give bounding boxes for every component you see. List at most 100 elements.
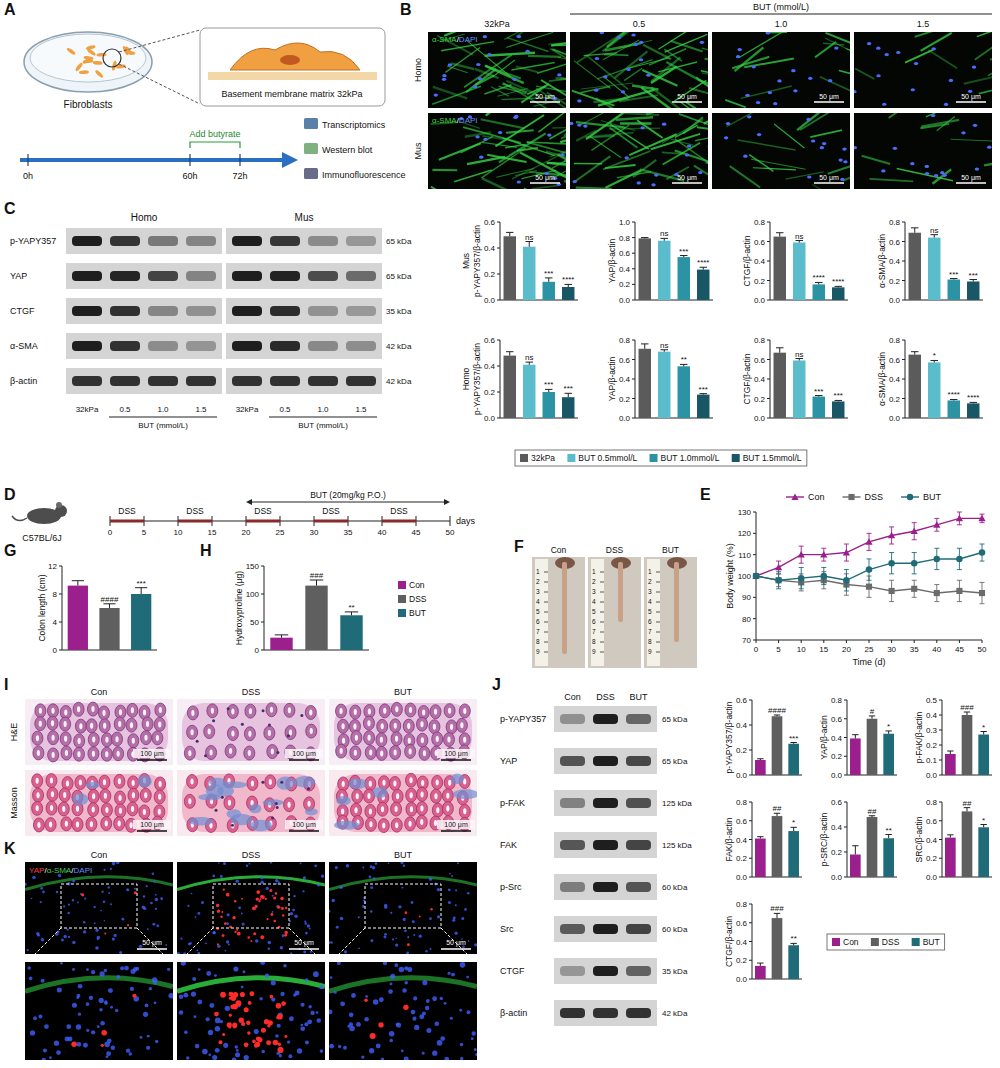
crypt-lumen xyxy=(51,791,54,797)
error-bar xyxy=(889,580,894,601)
band xyxy=(186,306,216,316)
nucleus xyxy=(238,906,241,909)
nucleus xyxy=(96,929,99,932)
significance: ### xyxy=(770,904,784,913)
crypt xyxy=(364,731,375,745)
scale-label: 50 μm xyxy=(819,174,839,182)
nucleus xyxy=(100,1021,105,1026)
infiltrate xyxy=(262,709,265,712)
y-tick-label: 0.2 xyxy=(619,280,631,289)
fiber xyxy=(610,127,660,129)
bar-chart: 0.00.20.40.60.8###**CTGF/β-actin xyxy=(724,900,802,984)
scale-label: 50 μm xyxy=(961,174,981,182)
group-label: Homo xyxy=(131,212,158,223)
y-tick-label: 0.4 xyxy=(754,257,766,266)
y-tick-label: 0.4 xyxy=(831,823,843,832)
yap-signal xyxy=(273,896,276,899)
row-label: H&E xyxy=(9,723,19,742)
y-tick xyxy=(939,715,942,716)
nucleus xyxy=(808,77,812,80)
nucleus xyxy=(275,879,278,882)
bars xyxy=(774,233,845,300)
row-label: Masson xyxy=(9,787,19,819)
crypt xyxy=(376,746,387,760)
collagen xyxy=(250,820,272,831)
histology xyxy=(329,770,477,836)
y-tick xyxy=(749,839,752,840)
legend-label: Con xyxy=(843,937,859,947)
infiltrate xyxy=(227,707,230,710)
marker xyxy=(821,573,827,579)
y-tick xyxy=(939,877,942,878)
significance: ## xyxy=(773,804,782,813)
band xyxy=(560,882,585,892)
error-bar xyxy=(957,580,962,601)
blot-row-label: FAK xyxy=(500,840,517,850)
crypt-lumen xyxy=(208,729,211,735)
bar xyxy=(504,236,516,300)
y-tick-label: 0.2 xyxy=(736,746,748,755)
ruler-label: 7 xyxy=(536,628,540,635)
bar-chart: 050100150###**Hydroxyproline (μg) xyxy=(234,562,369,655)
band xyxy=(626,798,651,808)
blot-membrane xyxy=(66,333,222,359)
time-label: 60h xyxy=(182,171,197,181)
error-bar xyxy=(964,712,970,715)
crypt xyxy=(444,704,455,718)
column-label: Con xyxy=(91,687,108,697)
nucleus xyxy=(280,946,283,949)
bar xyxy=(340,615,362,650)
marker xyxy=(934,556,940,562)
significance: # xyxy=(870,707,875,716)
bar xyxy=(305,586,327,650)
crypt-lumen xyxy=(143,809,146,815)
bar xyxy=(850,738,861,775)
ruler-label: 5 xyxy=(648,608,652,615)
blot-membrane xyxy=(554,706,657,732)
crypt-lumen xyxy=(117,751,120,757)
x-tick xyxy=(778,640,779,643)
nucleus xyxy=(747,115,751,118)
band xyxy=(308,236,338,246)
label-patch xyxy=(285,820,323,829)
y-tick-label: 0.6 xyxy=(754,356,766,365)
cell xyxy=(75,62,84,72)
bar-chart: 0.00.20.40.60.8*********α-SMA/β-actin xyxy=(877,336,983,423)
blot-size-label: 65 kDa xyxy=(386,237,412,246)
blot-size-label: 65 kDa xyxy=(386,272,412,281)
assay-label: Immunofluorescence xyxy=(322,170,406,180)
treatment-label: Add butyrate xyxy=(189,129,240,139)
bars xyxy=(909,228,980,300)
nucleus xyxy=(270,862,273,864)
panel-letter: A xyxy=(4,1,16,18)
nucleus xyxy=(106,1055,109,1058)
y-tick xyxy=(497,392,500,393)
crypt xyxy=(244,746,255,760)
fiber xyxy=(725,100,746,107)
nucleus xyxy=(155,898,159,902)
group-line xyxy=(570,14,992,15)
crypt-lumen xyxy=(383,708,386,714)
lane-group-line xyxy=(269,417,377,418)
y-tick xyxy=(632,398,635,399)
y-tick-label: 0.6 xyxy=(484,218,496,227)
nucleus xyxy=(187,905,189,907)
bar xyxy=(793,242,805,300)
nucleus xyxy=(639,58,643,61)
crypt xyxy=(87,702,98,716)
error-bar xyxy=(852,735,858,739)
nucleus xyxy=(766,32,770,35)
marker xyxy=(888,532,895,538)
colon xyxy=(674,562,679,642)
band xyxy=(593,966,618,976)
y-tick xyxy=(902,418,905,419)
crypt xyxy=(187,774,198,788)
legend-label: Con xyxy=(409,580,425,590)
crypt xyxy=(59,788,70,802)
column-label: Con xyxy=(564,692,581,702)
y-tick-label: 4 xyxy=(53,618,58,627)
crypt-lumen xyxy=(132,792,135,798)
y-tick xyxy=(939,820,942,821)
fiber xyxy=(828,161,850,174)
blot-row-label: p-YAPY357 xyxy=(10,236,56,246)
